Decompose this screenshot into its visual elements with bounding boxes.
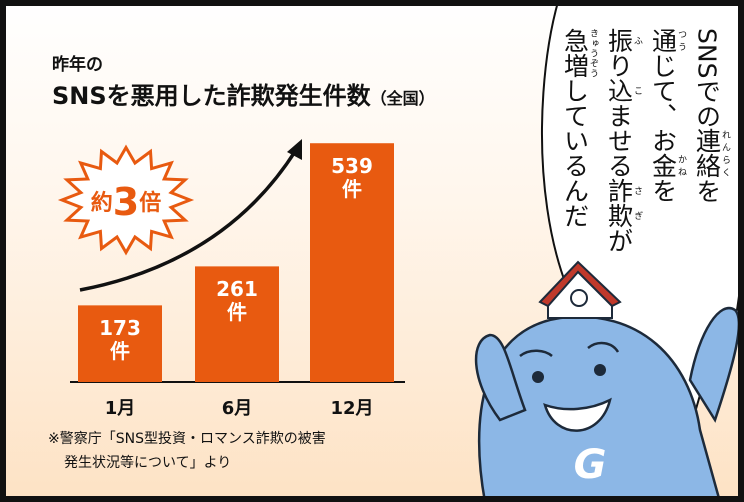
ruby-base: 急増 <box>561 28 590 78</box>
source-line: 発生状況等について」より <box>64 452 231 472</box>
value-label: 173件 <box>97 317 143 363</box>
speech-text-segment: ませる <box>605 103 634 178</box>
ruby-word: 通つう <box>649 28 678 53</box>
ruby-base: 込 <box>605 78 634 103</box>
speech-text-segment: SNSでの <box>693 28 722 128</box>
ruby-base: 振 <box>605 28 634 53</box>
ruby-word: 込こ <box>605 78 634 103</box>
ruby-word: 振ふ <box>605 28 634 53</box>
chart-pretitle: 昨年の <box>52 54 103 75</box>
source-line: ※警察庁「SNS型投資・ロマンス詐欺の被害 <box>48 428 326 448</box>
ruby-word: 急増きゅうぞう <box>561 28 590 78</box>
speech-text-segment: じて、お <box>649 53 678 153</box>
x-tick-label: 6月 <box>222 398 253 419</box>
speech-text-segment: が <box>605 228 634 253</box>
chart-title: SNSを悪用した詐欺発生件数（全国） <box>52 82 435 110</box>
ruby-word: 金かね <box>649 153 678 178</box>
badge-suffix: 倍 <box>139 190 161 216</box>
value-label: 539件 <box>329 155 375 201</box>
ruby-reading: ふ <box>632 28 642 53</box>
ruby-word: 詐欺さぎ <box>605 178 634 228</box>
ruby-reading: さぎ <box>632 178 642 228</box>
ruby-reading: れんらく <box>720 128 730 178</box>
arrow-head <box>287 139 302 160</box>
ruby-reading: つう <box>676 28 686 53</box>
ruby-word: 連絡れんらく <box>693 128 722 178</box>
speech-text-segment: を <box>649 178 678 203</box>
x-tick-label: 12月 <box>330 398 373 419</box>
ruby-base: 詐欺 <box>605 178 634 228</box>
speech-line: SNSでの連絡れんらくを <box>686 28 730 358</box>
x-tick-label: 1月 <box>105 398 136 419</box>
speech-line: 通つうじて、お金かねを <box>642 28 686 358</box>
badge-number: 3 <box>113 180 139 224</box>
title-main: SNSを悪用した詐欺発生件数 <box>52 82 372 110</box>
mascot-label: G <box>574 442 607 488</box>
ruby-base: 通 <box>649 28 678 53</box>
speech-text-segment: を <box>693 178 722 203</box>
badge-prefix: 約 <box>91 190 113 216</box>
ruby-base: 金 <box>649 153 678 178</box>
speech-text-segment: しているんだ <box>561 78 590 228</box>
ruby-base: 連絡 <box>693 128 722 178</box>
ruby-reading: かね <box>676 153 686 178</box>
title-note: （全国） <box>371 89 435 108</box>
value-label: 261件 <box>214 278 260 324</box>
speech-text-segment: り <box>605 53 634 78</box>
ruby-reading: きゅうぞう <box>588 28 598 78</box>
ruby-reading: こ <box>632 78 642 103</box>
speech-text: SNSでの連絡れんらくを通つうじて、お金かねを振ふり込こませる詐欺さぎが急増きゅ… <box>555 28 730 358</box>
speech-line: 振ふり込こませる詐欺さぎが <box>598 28 642 358</box>
page: G 昨年の SNSを悪用した詐欺発生件数（全国） 約3倍 1月 6月 12月 ※警察… <box>0 0 744 502</box>
speech-line: 急増きゅうぞうしているんだ <box>554 28 598 358</box>
